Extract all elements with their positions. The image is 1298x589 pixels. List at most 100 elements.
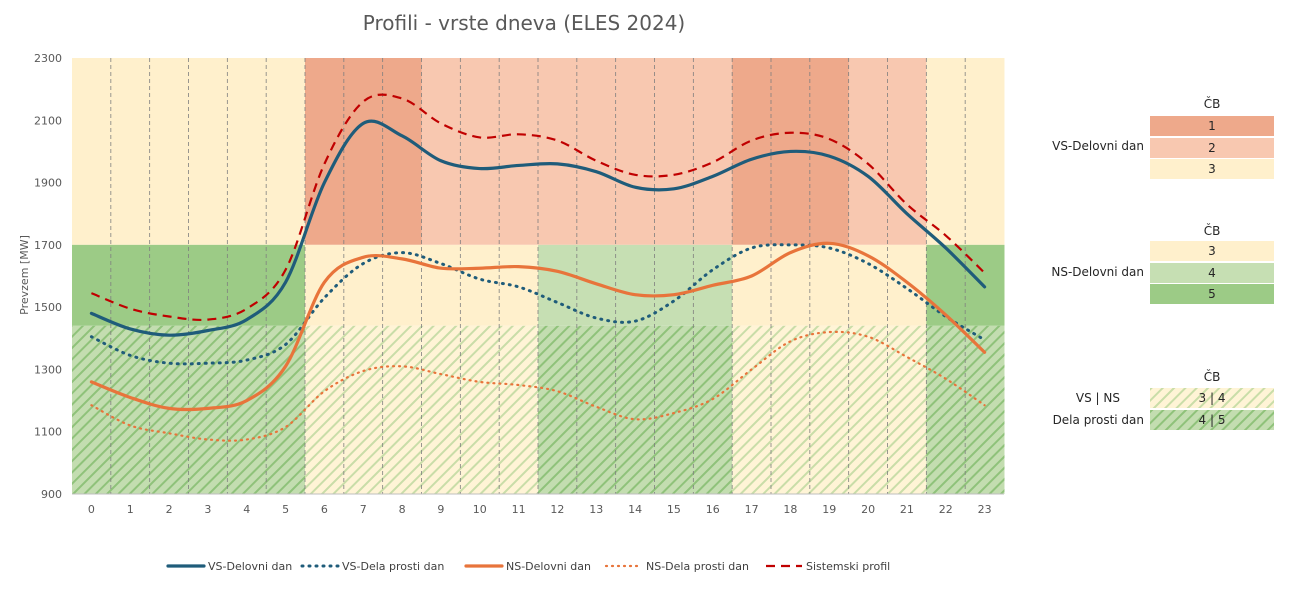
cb-cell-ns-3: 3 <box>1150 241 1274 261</box>
y-tick-label-7: 2300 <box>34 52 62 65</box>
series-line-sistemski-profil <box>91 93 986 322</box>
x-tick-label-23: 23 <box>978 503 992 516</box>
cb-cell-vs-2: 2 <box>1150 138 1274 158</box>
band-ns-h17 <box>732 244 772 326</box>
band-ns-h19 <box>809 244 850 326</box>
band-vs-h12 <box>538 58 578 245</box>
band-vs-h0 <box>72 58 112 245</box>
legend-label-2: NS-Delovni dan <box>506 560 591 573</box>
series-line-ns-delovni-dan <box>89 241 987 412</box>
cb-cell-dpd-45: 4 | 5 <box>1198 413 1226 427</box>
band-ns-h5 <box>266 244 306 326</box>
band-dpd-h10 <box>460 325 500 494</box>
band-ns-h11 <box>499 244 539 326</box>
band-vs-h13 <box>576 58 617 245</box>
row-label-vs-ns: VS | NS <box>1075 391 1120 405</box>
band-ns-h6 <box>305 244 345 326</box>
x-tick-label-12: 12 <box>550 503 564 516</box>
x-tick-label-4: 4 <box>243 503 250 516</box>
band-dpd-h19 <box>809 325 850 494</box>
band-ns-h2 <box>149 244 189 326</box>
band-vs-h22 <box>926 58 966 245</box>
x-tick-label-1: 1 <box>127 503 134 516</box>
y-tick-label-0: 900 <box>41 488 62 501</box>
band-vs-h2 <box>149 58 189 245</box>
band-dpd-h11 <box>499 325 539 494</box>
series-lines <box>89 93 987 442</box>
y-tick-label-4: 1700 <box>34 239 62 252</box>
y-tick-label-5: 1900 <box>34 177 62 190</box>
x-tick-label-22: 22 <box>939 503 953 516</box>
series-line-vs-dela-prosti-dan <box>89 243 987 366</box>
cb-cells-dpd <box>1150 388 1274 430</box>
y-tick-label-6: 2100 <box>34 114 62 127</box>
band-dpd-h20 <box>848 325 888 494</box>
band-dpd-h12 <box>538 325 578 494</box>
y-tick-label-1: 1100 <box>34 426 62 439</box>
y-tick-label-2: 1300 <box>34 363 62 376</box>
cb-cell-vs-1: 1 <box>1150 116 1274 136</box>
band-dpd-h21 <box>887 325 927 494</box>
band-dpd-h13 <box>576 325 617 494</box>
cb-header-1: ČB <box>1203 97 1221 111</box>
band-vs-h16 <box>693 58 733 245</box>
cb-cell-vs-3: 3 <box>1150 159 1274 179</box>
band-ns-h1 <box>110 244 151 326</box>
x-tick-label-9: 9 <box>437 503 444 516</box>
cb-cell-ns-5: 5 <box>1150 284 1274 304</box>
background-bands <box>72 58 1005 494</box>
band-ns-h9 <box>421 244 461 326</box>
x-tick-label-15: 15 <box>667 503 681 516</box>
band-vs-h14 <box>615 58 655 245</box>
band-vs-h17 <box>732 58 772 245</box>
x-tick-label-3: 3 <box>204 503 211 516</box>
x-tick-label-0: 0 <box>88 503 95 516</box>
band-dpd-h17 <box>732 325 772 494</box>
band-vs-h3 <box>188 58 228 245</box>
legend-label-4: Sistemski profil <box>806 560 890 573</box>
band-vs-h23 <box>965 58 1005 245</box>
band-vs-h7 <box>343 58 384 245</box>
band-ns-h10 <box>460 244 500 326</box>
band-dpd-h14 <box>615 325 655 494</box>
cb-header-3: ČB <box>1203 370 1221 384</box>
row-label-dela-prosti: Dela prosti dan <box>1052 413 1144 427</box>
cb-cell-dpd-34: 3 | 4 <box>1198 391 1226 405</box>
band-dpd-h9 <box>421 325 461 494</box>
legend: VS-Delovni dan VS-Dela prosti dan NS-Delov… <box>166 560 890 573</box>
band-dpd-h0 <box>72 325 112 494</box>
band-dpd-h4 <box>227 325 267 494</box>
x-tick-label-5: 5 <box>282 503 289 516</box>
band-dpd-h18 <box>771 325 811 494</box>
x-tick-label-17: 17 <box>745 503 759 516</box>
band-dpd-h8 <box>382 325 422 494</box>
x-tick-label-21: 21 <box>900 503 914 516</box>
legend-label-0: VS-Delovni dan <box>208 560 292 573</box>
x-tick-label-8: 8 <box>399 503 406 516</box>
x-tick-label-7: 7 <box>360 503 367 516</box>
band-vs-h8 <box>382 58 422 245</box>
band-vs-h1 <box>110 58 151 245</box>
band-ns-h3 <box>188 244 228 326</box>
band-ns-h12 <box>538 244 578 326</box>
band-vs-h4 <box>227 58 267 245</box>
band-vs-h5 <box>266 58 306 245</box>
y-tick-label-3: 1500 <box>34 301 62 314</box>
band-ns-h18 <box>771 244 811 326</box>
x-tick-label-14: 14 <box>628 503 642 516</box>
band-dpd-h1 <box>110 325 151 494</box>
band-vs-h10 <box>460 58 500 245</box>
cb-cell-ns-4: 4 <box>1150 263 1274 283</box>
band-ns-h22 <box>926 244 966 326</box>
band-dpd-h15 <box>654 325 694 494</box>
series-line-vs-delovni-dan <box>89 119 987 337</box>
cb-header-2: ČB <box>1203 224 1221 238</box>
x-tick-label-16: 16 <box>706 503 720 516</box>
band-ns-h14 <box>615 244 655 326</box>
legend-label-1: VS-Dela prosti dan <box>342 560 444 573</box>
x-tick-label-19: 19 <box>822 503 836 516</box>
x-tick-label-18: 18 <box>783 503 797 516</box>
row-label-vs-delovni: VS-Delovni dan <box>1052 139 1144 153</box>
x-tick-label-11: 11 <box>512 503 526 516</box>
